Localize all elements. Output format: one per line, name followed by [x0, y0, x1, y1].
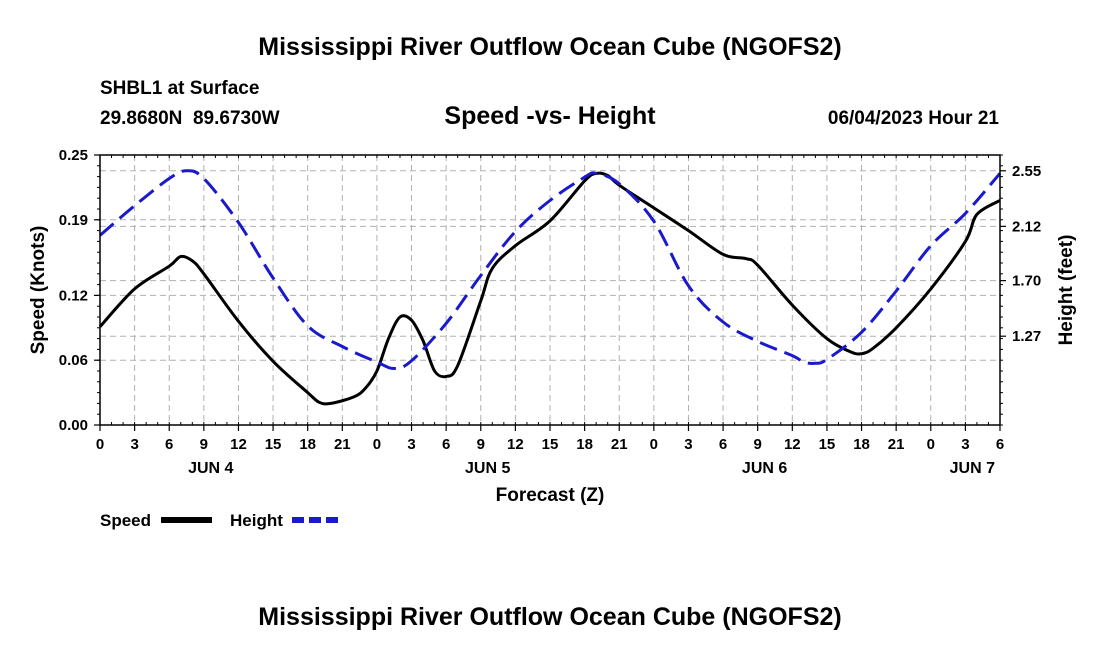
- x-tick-label: 18: [576, 436, 593, 453]
- series-line-speed: [98, 171, 1001, 406]
- x-tick-label: 15: [542, 436, 559, 453]
- station-coordinates: 29.8680N 89.6730W: [100, 108, 280, 129]
- day-label: JUN 6: [742, 460, 787, 477]
- x-tick-label: 6: [165, 436, 173, 453]
- axis-ticks: 0 3 6 9 12 15 18 21 0 3 6 9 12 15 18 21 0 3 6 9 12 15 18 21 0 3 6J…: [59, 147, 1041, 477]
- x-tick-label: 6: [996, 436, 1004, 453]
- x-tick-label: 15: [819, 436, 836, 453]
- x-tick-label: 3: [407, 436, 415, 453]
- x-tick-label: 0: [927, 436, 935, 453]
- x-tick-label: 21: [611, 436, 628, 453]
- y-right-tick-label: 2.12: [1012, 218, 1041, 235]
- y-left-tick-label: 0.25: [59, 147, 88, 164]
- y-left-tick-label: 0.06: [59, 352, 88, 369]
- x-tick-label: 12: [784, 436, 801, 453]
- y-left-tick-label: 0.00: [59, 417, 88, 434]
- x-tick-label: 9: [754, 436, 762, 453]
- series-line-height: [99, 169, 1002, 370]
- chart-title: Mississippi River Outflow Ocean Cube (NG…: [258, 33, 841, 61]
- legend: Speed Height: [100, 511, 342, 530]
- x-tick-label: 3: [684, 436, 692, 453]
- x-tick-label: 6: [719, 436, 727, 453]
- y-axis-right-label: Height (feet): [1056, 235, 1077, 346]
- y-right-tick-label: 2.55: [1012, 163, 1041, 180]
- y-right-tick-label: 1.70: [1012, 273, 1041, 290]
- x-tick-label: 15: [265, 436, 282, 453]
- x-tick-label: 21: [334, 436, 351, 453]
- x-tick-label: 3: [961, 436, 969, 453]
- day-label: JUN 7: [950, 460, 995, 477]
- x-tick-label: 21: [888, 436, 905, 453]
- legend-label-height: Height: [230, 511, 283, 530]
- y-left-tick-label: 0.12: [59, 287, 88, 304]
- y-right-tick-label: 1.27: [1012, 328, 1041, 345]
- y-left-tick-label: 0.19: [59, 212, 88, 229]
- x-tick-label: 0: [650, 436, 658, 453]
- grid-lines: [100, 155, 1000, 425]
- station-name: SHBL1 at Surface: [100, 78, 259, 99]
- x-tick-label: 12: [230, 436, 247, 453]
- x-tick-label: 6: [442, 436, 450, 453]
- day-label: JUN 4: [188, 460, 233, 477]
- x-tick-label: 12: [507, 436, 524, 453]
- x-tick-label: 0: [96, 436, 104, 453]
- chart-subtitle: Speed -vs- Height: [444, 102, 656, 130]
- legend-label-speed: Speed: [100, 511, 151, 530]
- footer-title: Mississippi River Outflow Ocean Cube (NG…: [258, 603, 841, 631]
- x-tick-label: 18: [299, 436, 316, 453]
- day-label: JUN 5: [465, 460, 510, 477]
- x-tick-label: 9: [200, 436, 208, 453]
- x-tick-label: 18: [853, 436, 870, 453]
- x-tick-label: 9: [477, 436, 485, 453]
- x-tick-label: 3: [130, 436, 138, 453]
- plot-series: [98, 169, 1002, 406]
- forecast-timestamp: 06/04/2023 Hour 21: [828, 108, 1000, 129]
- x-tick-label: 0: [373, 436, 381, 453]
- x-axis-label: Forecast (Z): [496, 485, 605, 506]
- y-axis-left-label: Speed (Knots): [28, 226, 49, 355]
